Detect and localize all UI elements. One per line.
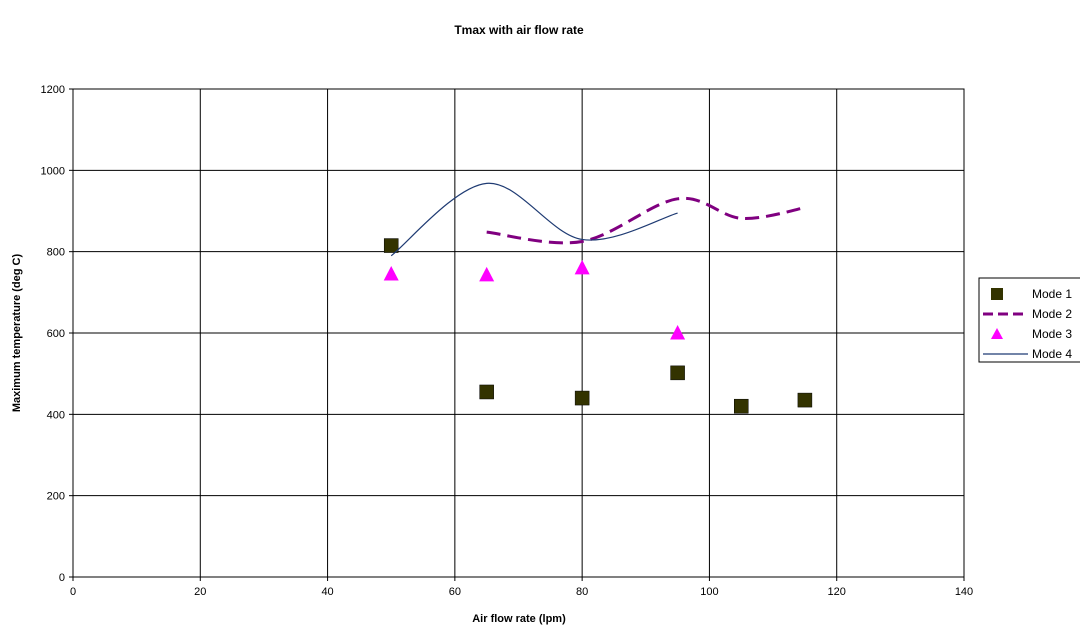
legend: Mode 1 Mode 2 Mode 3 Mode 4 [978, 277, 1080, 363]
y-tick-label: 600 [47, 328, 65, 340]
mode-3-point [574, 259, 590, 275]
series-layer [383, 182, 813, 414]
legend-item-mode-1: Mode 1 [991, 287, 1072, 301]
x-tick-label: 20 [194, 586, 206, 598]
y-tick-label: 1000 [41, 165, 65, 177]
grid [72, 88, 965, 578]
x-tick-label: 0 [70, 586, 76, 598]
legend-swatch [991, 288, 1003, 300]
legend-label: Mode 4 [1032, 347, 1072, 361]
series-mode-1 [383, 238, 813, 414]
y-tick-label: 0 [59, 572, 65, 584]
mode-3-point [479, 266, 495, 282]
x-tick-label: 140 [955, 586, 973, 598]
mode-1-point [479, 384, 494, 400]
x-tick-label: 120 [828, 586, 846, 598]
mode-1-point [670, 365, 685, 381]
series-mode-2 [486, 196, 806, 245]
mode-3-point [670, 325, 686, 340]
x-tick-label: 80 [576, 586, 588, 598]
mode-4-line [390, 182, 678, 257]
legend-label: Mode 2 [1032, 307, 1072, 321]
legend-item-mode-4: Mode 4 [983, 347, 1072, 361]
y-tick-label: 200 [47, 491, 65, 503]
x-axis-ticks: 0 20 40 60 80 100 120 140 [70, 577, 973, 598]
legend-item-mode-2: Mode 2 [983, 307, 1072, 321]
chart-title: Tmax with air flow rate [454, 23, 584, 37]
x-tick-label: 40 [321, 586, 333, 598]
mode-2-line [486, 196, 806, 245]
legend-swatch [991, 328, 1003, 339]
y-tick-label: 400 [47, 409, 65, 421]
legend-item-mode-3: Mode 3 [991, 327, 1072, 341]
x-tick-label: 100 [700, 586, 718, 598]
series-mode-4 [390, 182, 678, 257]
mode-3-point [383, 266, 399, 281]
mode-1-point [383, 238, 399, 253]
y-tick-label: 800 [47, 247, 65, 259]
mode-1-point [574, 390, 590, 406]
mode-1-point [797, 392, 813, 408]
y-axis-ticks: 0 200 400 600 800 1000 1200 [41, 84, 73, 584]
y-axis-label: Maximum temperature (deg C) [11, 254, 23, 413]
x-axis-label: Air flow rate (lpm) [472, 613, 566, 625]
series-mode-3 [383, 259, 686, 340]
mode-1-point [734, 398, 749, 414]
x-tick-label: 60 [449, 586, 461, 598]
y-tick-label: 1200 [41, 84, 65, 96]
legend-label: Mode 3 [1032, 327, 1072, 341]
legend-label: Mode 1 [1032, 287, 1072, 301]
